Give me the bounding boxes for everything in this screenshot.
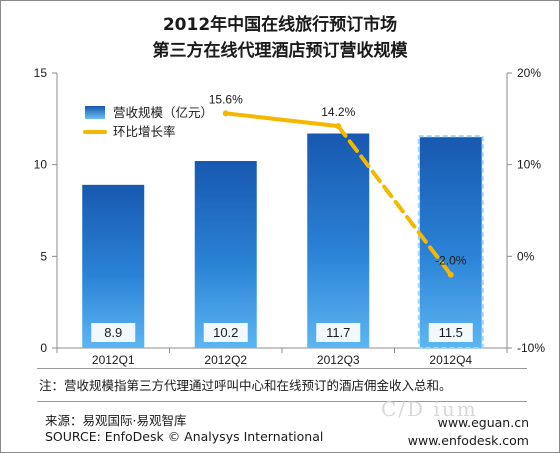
growth-line-point: [222, 110, 229, 117]
bar: [419, 137, 482, 348]
growth-value-label: -2.0%: [435, 254, 467, 268]
y-tick-label-left: 0: [40, 341, 47, 355]
bar-value-label: 8.9: [104, 325, 122, 340]
bar-value-label-bg: [91, 323, 136, 342]
bar-highlight-outline: [417, 135, 484, 349]
separator-line: [37, 368, 527, 369]
bar-value-label-bg: [428, 323, 473, 342]
x-tick-label: 2012Q1: [92, 353, 135, 367]
y-tick-label-left: 5: [40, 249, 47, 263]
growth-line-point: [447, 271, 454, 278]
watermark: C/D ium: [381, 397, 478, 421]
legend: 营收规模（亿元） 环比增长率: [83, 105, 213, 139]
x-tick-label: 2012Q3: [317, 353, 360, 367]
website-eguan: www.eguan.cn: [437, 415, 529, 430]
bar-value-label: 10.2: [213, 325, 238, 340]
bar-value-label: 11.7: [326, 325, 350, 340]
bar-value-label-bg: [203, 323, 248, 342]
bar-series: 8.9 10.2 11.7 11.5: [82, 133, 484, 349]
y-tick-label-right: -10%: [517, 341, 545, 355]
website-enfodesk: www.enfodesk.com: [407, 433, 529, 448]
source-en: SOURCE: EnfoDesk © Analysys Internationa…: [45, 429, 324, 444]
line-series: 15.6% 14.2% -2.0%: [209, 92, 467, 278]
growth-value-label: 15.6%: [209, 92, 243, 106]
legend-label-bar: 营收规模（亿元）: [113, 105, 213, 120]
separator-line: [37, 401, 527, 402]
y-tick-label-right: 20%: [517, 66, 541, 80]
bar-value-label: 11.5: [439, 325, 463, 340]
chart-note: 注：营收规模指第三方代理通过呼叫中心和在线预订的酒店佣金收入总和。: [39, 378, 452, 393]
bar-value-label-bg: [316, 323, 361, 342]
y-tick-label-left: 15: [34, 66, 48, 80]
legend-swatch-bar: [85, 106, 105, 119]
bar: [82, 184, 145, 348]
chart-title: 2012年中国在线旅行预订市场: [162, 15, 398, 35]
y-tick-label-right: 0%: [517, 249, 535, 263]
source-cn: 来源：易观国际·易观智库: [45, 413, 187, 428]
x-tick-label: 2012Q2: [204, 353, 247, 367]
growth-line-segment-projected: [336, 124, 453, 277]
growth-line-segment: [223, 111, 341, 129]
legend-label-line: 环比增长率: [113, 124, 176, 139]
bar: [194, 161, 257, 348]
y-tick-label-left: 10: [34, 158, 48, 172]
growth-value-label: 14.2%: [321, 105, 355, 119]
y-tick-label-right: 10%: [517, 158, 541, 172]
growth-line-point: [335, 123, 342, 130]
bar: [307, 133, 370, 348]
combo-chart: 0 5 10 15 -10% 0% 10% 20% 2012Q1 2012Q2 2012Q3 2012…: [34, 66, 546, 367]
x-tick-label: 2012Q4: [429, 353, 472, 367]
chart-subtitle: 第三方在线代理酒店预订营收规模: [152, 41, 408, 61]
